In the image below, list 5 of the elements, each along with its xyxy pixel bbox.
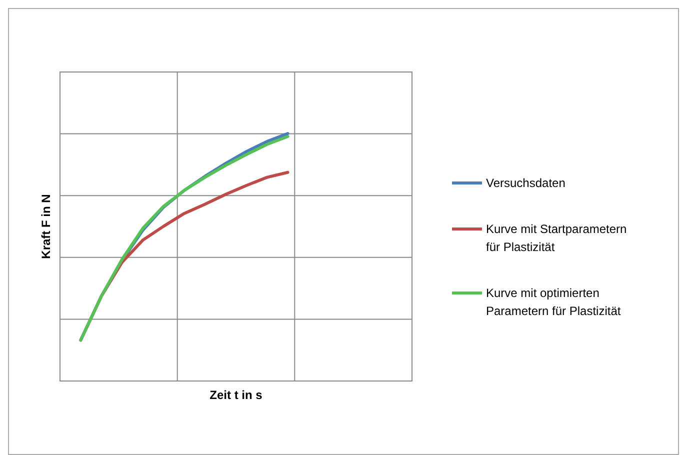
y-axis-title: Kraft F in N: [39, 194, 53, 259]
legend-label: Kurve mit Startparametern für Plastizität: [486, 222, 627, 254]
legend-label: Versuchsdaten: [486, 176, 566, 190]
legend-label: Kurve mit optimierten Parametern für Plastizität: [486, 286, 622, 318]
x-axis-title: Zeit t in s: [210, 388, 263, 402]
